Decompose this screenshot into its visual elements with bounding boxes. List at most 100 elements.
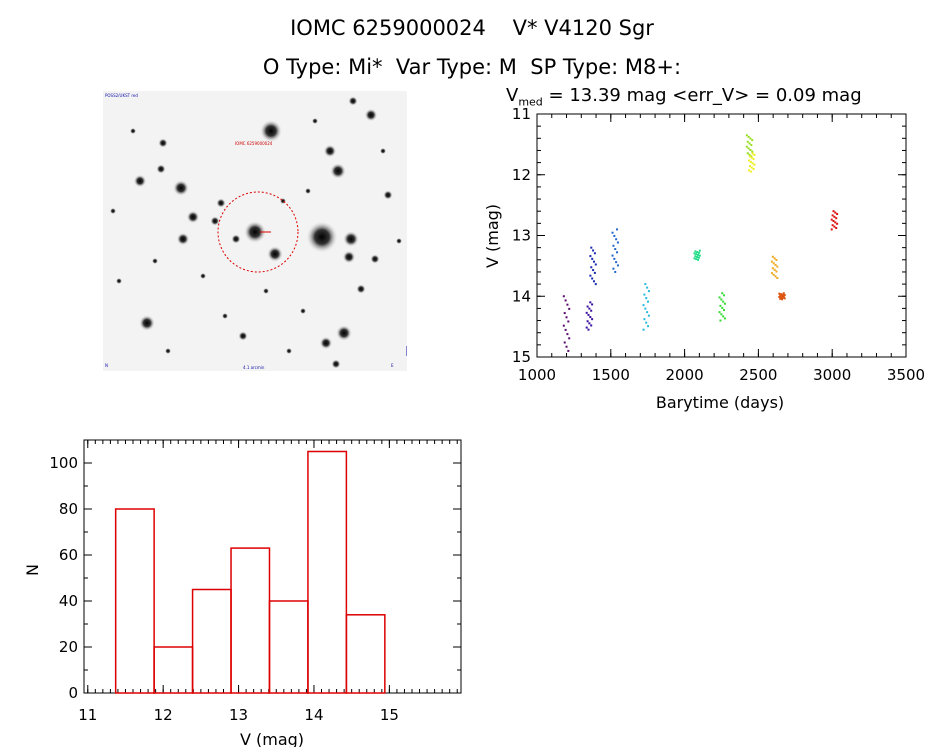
lc-data-point (591, 318, 594, 321)
hist-xtick-label: 12 (154, 706, 173, 724)
star-point (210, 216, 220, 226)
lc-data-point (780, 293, 783, 296)
lc-data-point (834, 211, 837, 214)
stats-label: Vmed = 13.39 mag <err_V> = 0.09 mag (506, 85, 862, 109)
lc-data-point (586, 305, 589, 308)
lc-data-point (585, 311, 588, 314)
lc-data-point (719, 319, 722, 322)
histogram-bar (191, 588, 232, 694)
hist-ytick-label: 80 (59, 500, 78, 518)
lc-data-point (646, 311, 649, 314)
chart-title-line2: O Type: Mi* Var Type: M SP Type: M8+: (262, 55, 682, 79)
lc-data-point (566, 333, 569, 336)
lc-data-point (771, 267, 774, 270)
lc-data-point (646, 286, 649, 289)
star-point (343, 231, 359, 247)
finder-label-survey: POSS2/UKST red (105, 93, 138, 98)
lc-data-point (697, 251, 700, 254)
star-point (259, 119, 283, 143)
lc-data-point (831, 214, 834, 217)
lc-data-point (591, 257, 594, 260)
star-point (331, 359, 341, 369)
lc-data-point (746, 140, 749, 143)
lc-data-point (590, 266, 593, 269)
lc-data-point (748, 169, 751, 172)
lc-data-point (780, 296, 783, 299)
lc-data-point (614, 248, 617, 251)
lc-xtick-label: 3000 (813, 366, 851, 384)
lc-data-point (590, 246, 593, 249)
lc-data-point (836, 213, 839, 216)
lc-data-point (612, 244, 615, 247)
hist-ytick-label: 0 (68, 684, 78, 702)
lc-data-point (588, 307, 591, 310)
lc-data-point (647, 314, 650, 317)
star-point (216, 198, 226, 208)
lc-data-point (643, 293, 646, 296)
lc-xtick-label: 2500 (739, 366, 777, 384)
lc-data-point (836, 222, 839, 225)
lc-data-point (749, 160, 752, 163)
lc-data-point (698, 249, 701, 252)
lc-data-point (835, 227, 838, 230)
lc-data-point (693, 252, 696, 255)
finder-label-north: N (105, 363, 108, 368)
lc-xtick-label: 2000 (666, 366, 704, 384)
histogram-bar (230, 547, 271, 694)
lc-ytick-label: 14 (512, 287, 531, 305)
hist-xtick-label: 13 (229, 706, 248, 724)
lc-data-point (751, 152, 754, 155)
star-point (158, 138, 168, 148)
lc-data-point (774, 275, 777, 278)
lc-data-point (592, 269, 595, 272)
lc-data-point (585, 326, 588, 329)
histogram-ylabel: N (23, 564, 42, 576)
lc-data-point (772, 273, 775, 276)
lc-data-point (722, 300, 725, 303)
histogram-bar (114, 508, 155, 694)
star-point (186, 210, 200, 224)
lc-data-point (611, 254, 614, 257)
lc-data-point (591, 277, 594, 280)
star-point (304, 187, 312, 195)
star-point (379, 147, 387, 155)
stats-values: = 13.39 mag <err_V> = 0.09 mag (542, 85, 862, 106)
lc-data-point (693, 257, 696, 260)
lc-data-point (647, 300, 650, 303)
lc-data-point (748, 142, 751, 145)
lc-data-point (783, 294, 786, 297)
star-point (306, 221, 338, 253)
hist-xtick-label: 11 (78, 706, 97, 724)
finder-label-scale: 4.1 arcmin (243, 365, 265, 370)
star-point (243, 220, 267, 244)
lc-data-point (782, 295, 785, 298)
lc-data-point (615, 238, 618, 241)
lc-data-point (748, 155, 751, 158)
lc-data-point (589, 316, 592, 319)
lc-ytick-label: 12 (512, 166, 531, 184)
light-curve-xlabel: Barytime (days) (656, 393, 784, 412)
stats-prefix: V (506, 85, 519, 106)
lc-data-point (771, 255, 774, 258)
lc-data-point (564, 299, 567, 302)
lc-data-point (750, 156, 753, 159)
lc-data-point (643, 318, 646, 321)
star-point (348, 96, 358, 106)
lc-data-point (835, 217, 838, 220)
light-curve-ylabel: V (mag) (483, 204, 502, 268)
lc-data-point (645, 297, 648, 300)
lc-data-point (611, 231, 614, 234)
lc-data-point (565, 345, 568, 348)
lc-data-point (592, 260, 595, 263)
lc-data-point (616, 228, 619, 231)
lc-data-point (694, 250, 697, 253)
lc-data-point (722, 315, 725, 318)
star-point (115, 277, 123, 285)
lc-data-point (723, 302, 726, 305)
lc-data-point (720, 298, 723, 301)
lc-data-point (720, 313, 723, 316)
lc-data-point (562, 295, 565, 298)
lc-data-point (718, 311, 721, 314)
stats-subscript: med (518, 95, 543, 109)
star-point (370, 254, 380, 264)
